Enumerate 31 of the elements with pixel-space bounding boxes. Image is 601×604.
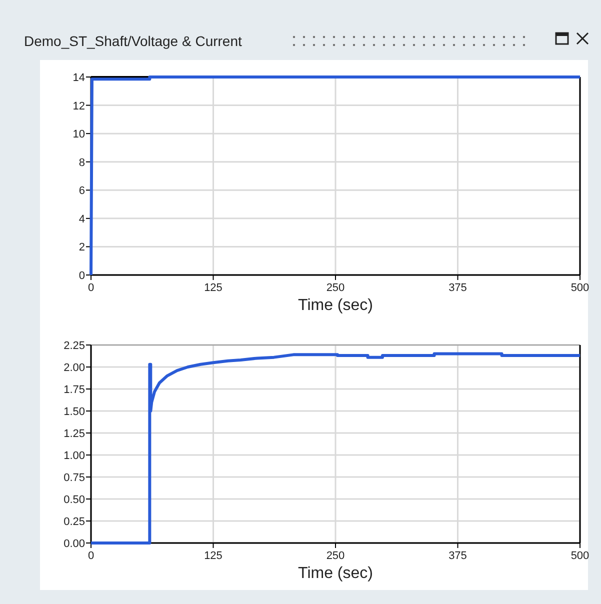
x-tick-label: 375 [448, 282, 467, 294]
y-tick-label: 2.25 [64, 340, 85, 352]
y-tick-label: 1.50 [64, 406, 85, 418]
x-axis-title: Time (sec) [298, 565, 373, 582]
y-tick-label: 2 [78, 242, 85, 254]
y-tick-label: 1.00 [64, 450, 85, 462]
y-tick-label: 1.75 [64, 384, 85, 396]
x-tick-label: 0 [88, 282, 94, 294]
y-tick-label: 14 [72, 72, 85, 84]
y-tick-label: 10 [72, 128, 85, 141]
x-tick-label: 375 [448, 550, 467, 562]
y-tick-label: 4 [78, 213, 85, 226]
y-tick-label: 0 [78, 270, 85, 282]
y-tick-label: 6 [78, 185, 85, 198]
x-tick-label: 0 [88, 550, 94, 562]
y-tick-label: 0.25 [64, 516, 85, 528]
x-axis-title: Time (sec) [298, 297, 373, 314]
chart-title: Demo_ST_Shaft/Voltage & Current [24, 33, 242, 49]
y-tick-label: 12 [72, 100, 85, 112]
y-tick-label: 8 [78, 156, 85, 169]
x-tick-label: 250 [326, 550, 345, 562]
y-tick-label: 0.50 [64, 494, 85, 506]
x-tick-label: 250 [326, 282, 345, 294]
y-tick-label: 1.25 [64, 428, 85, 440]
x-tick-label: 500 [570, 282, 590, 294]
y-tick-label: 0.00 [64, 538, 85, 550]
y-tick-label: 2.00 [64, 362, 85, 374]
x-tick-label: 125 [204, 282, 222, 294]
x-tick-label: 125 [204, 550, 222, 562]
y-tick-label: 0.75 [64, 472, 85, 484]
x-tick-label: 500 [570, 550, 590, 562]
